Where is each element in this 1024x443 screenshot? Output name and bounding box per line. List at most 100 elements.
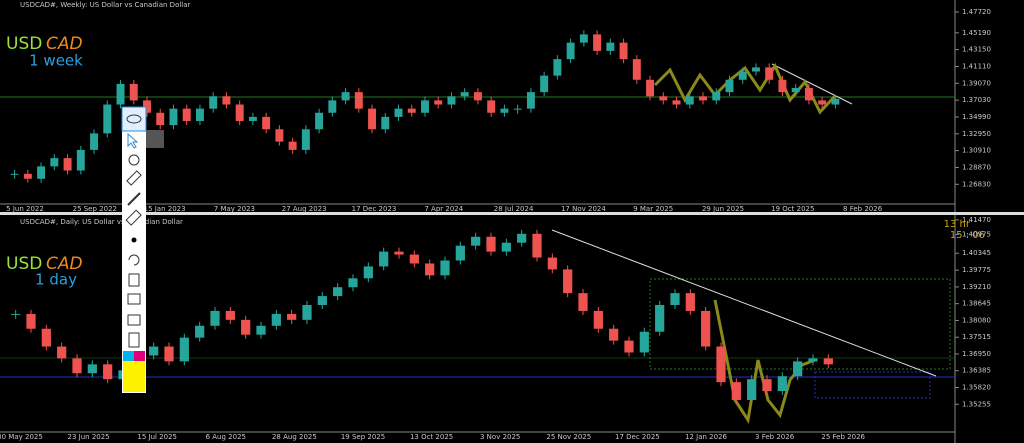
screenshot-button[interactable] (127, 314, 141, 326)
x-tick-label: 7 May 2023 (214, 205, 255, 213)
candle (317, 296, 327, 306)
x-tick-label: 25 Sep 2022 (73, 205, 117, 213)
candle (379, 251, 389, 267)
symbol-quote: CAD (46, 34, 83, 54)
candle (287, 313, 297, 320)
candle (471, 236, 481, 246)
candle (460, 92, 469, 97)
period-label: 1 week (29, 52, 83, 70)
pointer-button[interactable] (127, 132, 139, 149)
y-tick-label: 1.35255 (962, 400, 991, 408)
y-tick-label: 1.38645 (962, 300, 991, 308)
undo-button[interactable] (128, 254, 140, 266)
candle (701, 310, 711, 347)
candle (76, 149, 85, 171)
candle (11, 313, 21, 315)
candle (455, 245, 465, 261)
x-tick-label: 17 Nov 2024 (561, 205, 606, 213)
candle (685, 293, 695, 311)
candle (487, 100, 496, 113)
candle (275, 129, 284, 142)
candle (288, 141, 297, 150)
candle (823, 358, 833, 365)
candle (103, 104, 112, 134)
color-cyan[interactable] (123, 351, 134, 361)
candle (513, 108, 522, 110)
candle (725, 79, 734, 93)
color-yellow[interactable] (123, 361, 145, 392)
candle (747, 379, 757, 400)
candle (486, 236, 496, 252)
candle (670, 293, 680, 306)
eye-button[interactable] (121, 106, 147, 132)
candle (10, 173, 19, 175)
x-tick-label: 25 Feb 2026 (821, 433, 865, 441)
template-button[interactable] (127, 293, 141, 305)
candle (368, 108, 377, 130)
candle (532, 233, 542, 258)
eye-icon (126, 114, 142, 124)
candle (394, 251, 404, 255)
color-magenta[interactable] (134, 351, 145, 361)
delete-button[interactable] (128, 273, 140, 287)
candle (553, 59, 562, 76)
y-tick-label: 1.39210 (962, 283, 991, 291)
candle (791, 88, 800, 93)
x-tick-label: 27 Aug 2023 (282, 205, 327, 213)
timer-hours: 13 hr (944, 219, 971, 230)
candle (256, 325, 266, 335)
candle (632, 59, 641, 80)
candle (716, 346, 726, 383)
clipboard-button[interactable] (128, 332, 140, 348)
cursor-button[interactable] (146, 130, 164, 148)
candle (765, 67, 774, 80)
symbol-base: USD (6, 254, 42, 274)
y-tick-label: 1.39775 (962, 266, 991, 274)
candle (639, 331, 649, 353)
candle (659, 96, 668, 101)
candle (440, 260, 450, 276)
y-tick-label: 1.40345 (962, 249, 991, 257)
candle (609, 328, 619, 341)
line-button[interactable] (127, 192, 141, 206)
y-tick-label: 1.38080 (962, 316, 991, 324)
y-tick-label: 1.28870 (962, 163, 991, 171)
candle (751, 67, 760, 72)
dot-button[interactable] (131, 237, 137, 243)
candle (63, 158, 72, 171)
eraser-button[interactable] (126, 170, 142, 186)
candle (179, 337, 189, 362)
candle (348, 278, 358, 288)
candle (116, 83, 125, 105)
candle (57, 346, 67, 359)
candle (818, 100, 827, 105)
y-tick-label: 1.35820 (962, 383, 991, 391)
candle (540, 75, 549, 93)
candle (333, 287, 343, 297)
candle (248, 116, 257, 122)
y-tick-label: 1.43150 (962, 46, 991, 54)
x-tick-label: 5 Jun 2022 (6, 205, 44, 213)
candle (434, 100, 443, 105)
symbol-base: USD (6, 34, 42, 54)
candle (407, 108, 416, 113)
candle (808, 358, 818, 362)
x-tick-label: 30 May 2025 (0, 433, 43, 441)
x-tick-label: 19 Oct 2025 (771, 205, 814, 213)
candle (225, 310, 235, 320)
candle (37, 166, 46, 179)
candle (328, 100, 337, 113)
candle (500, 108, 509, 113)
x-tick-label: 6 Aug 2025 (206, 433, 246, 441)
hide-button[interactable] (128, 154, 140, 166)
candle (156, 112, 165, 126)
drawing-toolbar (121, 106, 164, 393)
candle (26, 313, 36, 329)
candle (655, 305, 665, 332)
candle (473, 92, 482, 101)
candle (762, 379, 772, 392)
x-tick-label: 15 Jul 2025 (137, 433, 177, 441)
toolbar-panel (122, 107, 146, 393)
ruler-button[interactable] (125, 209, 142, 226)
candle (271, 313, 281, 326)
